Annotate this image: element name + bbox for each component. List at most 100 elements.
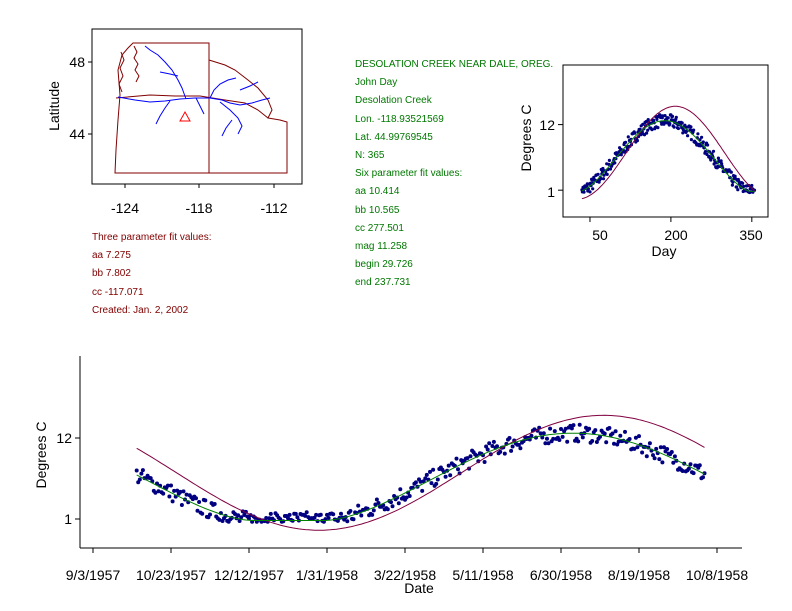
date-observation-point — [137, 477, 142, 482]
date-observation-point — [208, 512, 212, 517]
day-observation-point — [668, 122, 672, 126]
river-lines — [117, 45, 271, 137]
date-observation-point — [593, 428, 598, 433]
date-observation-point — [236, 513, 241, 518]
date-observation-point — [428, 469, 432, 474]
day-observation-point — [645, 131, 649, 135]
day-observation-point — [601, 166, 605, 171]
day-observation-point — [730, 183, 735, 187]
date-observation-point — [267, 516, 272, 521]
date-observation-point — [688, 462, 693, 467]
six-param-begin: begin 29.726 — [355, 259, 413, 271]
day-observation-point — [588, 181, 593, 185]
date-observation-point — [175, 488, 180, 493]
date-observation-point — [443, 474, 448, 479]
date-observation-point — [242, 513, 247, 517]
date-observation-point — [407, 494, 412, 498]
date-observation-point — [295, 515, 300, 520]
date-observation-point — [148, 476, 153, 481]
day-observation-point — [650, 128, 654, 132]
date-observation-point — [654, 446, 659, 451]
date-observation-point — [548, 426, 553, 431]
date-observation-point — [468, 454, 473, 459]
day-observation-point — [676, 126, 681, 131]
date-observation-point — [293, 511, 298, 516]
date-observation-point — [424, 472, 429, 477]
date-observation-point — [487, 441, 492, 446]
date-observation-point — [392, 494, 397, 498]
three-param-aa: aa 7.275 — [92, 250, 131, 262]
date-observation-point — [495, 444, 499, 449]
date-observation-point — [551, 436, 556, 441]
date-observation-point — [134, 468, 139, 473]
day-observation-point — [588, 190, 592, 194]
three-param-bb: bb 7.802 — [92, 268, 131, 280]
day-observation-point — [703, 150, 708, 154]
date-observation-point — [697, 463, 702, 468]
date-observation-points — [134, 422, 707, 524]
date-observation-point — [557, 438, 562, 442]
date-observation-point — [518, 446, 523, 451]
date-observation-point — [385, 507, 390, 512]
date-observation-point — [325, 512, 329, 517]
map-y-tick-label-44: 44 — [69, 126, 85, 142]
three-param-header: Three parameter fit values: — [92, 232, 212, 243]
day-observation-point — [635, 139, 640, 143]
date-observation-point — [203, 498, 208, 503]
date-x-tick-label: 3/22/1958 — [374, 567, 436, 583]
day-three-param-fit-line — [581, 105, 755, 200]
date-observation-point — [197, 500, 202, 504]
date-three-param-fit-line — [136, 414, 705, 531]
date-observation-point — [233, 512, 237, 516]
day-observation-point — [613, 161, 617, 165]
created-date: Created: Jan. 2, 2002 — [92, 304, 189, 316]
date-x-tick-label: 10/8/1958 — [686, 567, 748, 583]
day-observation-point — [663, 114, 667, 118]
date-observation-point — [139, 471, 144, 476]
date-observation-point — [194, 496, 198, 501]
date-observation-point — [212, 502, 217, 506]
date-observation-point — [662, 445, 666, 450]
date-observation-point — [498, 449, 503, 454]
day-observation-point — [624, 140, 628, 144]
date-observation-point — [590, 439, 595, 443]
day-observation-point — [716, 164, 720, 169]
date-observation-point — [286, 516, 290, 521]
day-observation-point — [711, 149, 716, 153]
date-observation-point — [538, 431, 543, 436]
date-observation-point — [559, 427, 563, 431]
date-observation-point — [170, 499, 175, 504]
date-observation-point — [657, 457, 662, 462]
day-observation-point — [701, 140, 705, 144]
date-observation-point — [546, 441, 551, 446]
day-observation-point — [689, 138, 694, 142]
map-x-tick-label-124: -124 — [111, 200, 139, 216]
day-observation-point — [700, 135, 704, 139]
day-observation-point — [596, 172, 600, 176]
day-plot-ticks — [558, 124, 753, 222]
day-observation-point — [689, 125, 693, 129]
day-observation-point — [735, 185, 739, 189]
day-observation-point — [729, 170, 733, 174]
date-observation-point — [217, 517, 222, 522]
date-observation-point — [627, 437, 632, 441]
day-y-axis-label: Degrees C — [518, 105, 534, 172]
stream-name: Desolation Creek — [355, 95, 432, 107]
date-y-tick-label-1: 1 — [64, 511, 72, 527]
map-x-tick-label-112: -112 — [261, 200, 288, 216]
day-observation-point — [736, 188, 740, 192]
day-observation-point — [658, 113, 662, 117]
day-observation-point — [591, 187, 595, 191]
map-x-tick-label-118: -118 — [186, 200, 213, 216]
date-x-tick-label: 1/31/1958 — [296, 567, 358, 583]
date-observation-point — [672, 454, 677, 459]
date-observation-point — [571, 423, 576, 428]
day-x-tick-label-50: 50 — [592, 227, 608, 243]
day-observation-point — [582, 190, 586, 194]
day-observation-point — [742, 184, 746, 188]
date-observation-point — [315, 519, 320, 524]
date-observation-point — [287, 512, 292, 517]
basin-name: John Day — [355, 77, 398, 89]
date-observation-point — [644, 454, 649, 459]
